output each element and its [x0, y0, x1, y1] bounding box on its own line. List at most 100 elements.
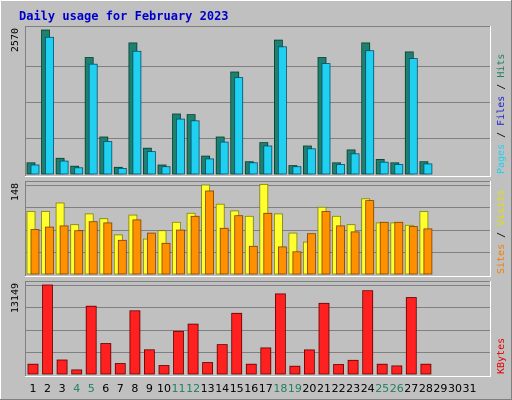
bar-sites: [103, 222, 113, 275]
bar-sites: [176, 229, 185, 275]
legend-item: Hits: [496, 54, 507, 78]
bar-pages: [394, 164, 404, 175]
bar-kbytes: [143, 349, 155, 375]
x-tick-label: 30: [448, 382, 462, 395]
y-max-label: 13149: [10, 283, 21, 313]
bar-sites: [219, 227, 229, 275]
bar-pages: [306, 148, 316, 175]
legend-item: KBytes: [496, 338, 507, 374]
x-tick-label: 21: [317, 382, 331, 395]
y-max-label: 2570: [10, 28, 21, 52]
x-tick-label: 24: [361, 382, 375, 395]
x-tick-label: 6: [102, 382, 109, 395]
x-tick-label: 2: [44, 382, 51, 395]
panel-visits-sites: 148 Sites / Visits: [10, 181, 507, 277]
bar-kbytes: [420, 363, 432, 375]
bar-kbytes: [216, 344, 228, 375]
x-tick-label: 14: [215, 382, 229, 395]
bar-pages: [292, 166, 302, 175]
bar-sites: [336, 225, 346, 275]
x-tick-label: 23: [346, 382, 360, 395]
bar-pages: [219, 141, 229, 175]
bar-kbytes: [71, 369, 83, 375]
bar-kbytes: [405, 297, 417, 375]
bar-pages: [88, 63, 98, 175]
bar-sites: [408, 226, 418, 275]
x-tick-label: 16: [244, 382, 258, 395]
bar-sites: [306, 233, 316, 275]
bar-pages: [176, 118, 185, 175]
bar-sites: [161, 242, 171, 275]
bar-pages: [234, 77, 244, 175]
bar-pages: [45, 36, 54, 175]
bar-pages: [379, 161, 389, 175]
bar-pages: [30, 164, 40, 175]
bar-sites: [423, 228, 433, 275]
bar-pages: [365, 50, 375, 175]
bar-pages: [74, 167, 84, 175]
panel-hits-pages: 2570 Pages / Files / Hits: [10, 26, 507, 177]
bar-sites: [234, 215, 244, 275]
x-tick-label: 4: [73, 382, 80, 395]
x-axis-tick-labels: 1 2 3 4 5 6 7 8 9 10 11 12 13 14 15 16 17 18 19 20 21 22 23 24 2…: [30, 382, 477, 395]
x-tick-label: 25: [375, 382, 389, 395]
x-tick-label: 27: [404, 382, 418, 395]
bar-pages: [161, 166, 171, 175]
x-tick-label: 3: [59, 382, 66, 395]
bar-sites: [59, 225, 69, 275]
bar-pages: [132, 50, 142, 175]
x-tick-label: 11: [172, 382, 186, 395]
bar-sites: [190, 215, 200, 275]
legend-label: Sites / Visits: [496, 190, 507, 274]
bar-sites: [205, 190, 215, 275]
bar-sites: [277, 246, 287, 275]
x-tick-label: 7: [117, 382, 124, 395]
bar-pages: [277, 46, 287, 175]
bar-kbytes: [289, 365, 301, 375]
x-tick-label: 28: [419, 382, 433, 395]
bar-pages: [146, 151, 156, 175]
bar-kbytes: [158, 365, 170, 375]
bar-kbytes: [100, 343, 112, 375]
legend-label: KBytes: [496, 338, 507, 374]
bar-pages: [248, 162, 258, 175]
bar-sites: [30, 229, 40, 275]
bar-sites: [321, 211, 331, 275]
legend-item: Visits: [496, 190, 507, 226]
bar-pages: [408, 58, 418, 175]
bar-kbytes: [85, 305, 97, 375]
bar-pages: [205, 158, 215, 175]
x-tick-label: 22: [332, 382, 346, 395]
x-tick-label: 17: [259, 382, 273, 395]
bar-sites: [146, 232, 156, 275]
legend-separator: /: [496, 126, 507, 144]
bar-kbytes: [362, 290, 374, 375]
bar-sites: [263, 212, 273, 275]
x-tick-label: 15: [230, 382, 244, 395]
bar-kbytes: [173, 330, 184, 375]
chart-panels: 2570 Pages / Files / Hits 148 Sites / Visit…: [10, 26, 507, 377]
y-max-label: 148: [10, 183, 21, 201]
bar-pages: [423, 163, 433, 175]
bar-kbytes: [274, 293, 286, 375]
bar-sites: [74, 230, 84, 275]
bar-pages: [321, 63, 331, 175]
chart-title: Daily usage for February 2023: [19, 9, 229, 23]
bar-kbytes: [347, 359, 359, 375]
bar-kbytes: [318, 302, 330, 375]
legend-label: Pages / Files / Hits: [496, 54, 507, 174]
panel-kbytes: 13149 KBytes: [10, 281, 507, 377]
bar-pages: [103, 141, 113, 175]
bar-sites: [292, 251, 302, 275]
bar-kbytes: [42, 284, 53, 375]
x-tick-label: 26: [390, 382, 404, 395]
bar-pages: [190, 120, 200, 175]
bar-sites: [117, 239, 127, 275]
legend-separator: /: [496, 226, 507, 244]
bar-sites: [88, 221, 98, 275]
legend-item: Sites: [496, 244, 507, 274]
x-tick-label: 13: [201, 382, 215, 395]
